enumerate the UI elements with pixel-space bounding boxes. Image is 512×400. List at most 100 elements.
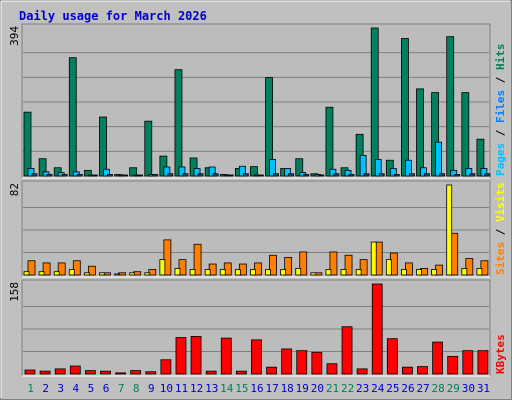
bar-sites-day-20 <box>310 272 317 276</box>
bar-sites-day-14 <box>219 269 226 276</box>
bar-pages-day-26 <box>409 173 415 177</box>
x-tick-label-day-28: 28 <box>432 382 445 395</box>
bar-hits-day-3 <box>53 167 62 177</box>
y-max-label: 394 <box>8 26 21 46</box>
legend-entry: KBytes <box>494 334 507 374</box>
bar-sites-day-31 <box>476 268 483 276</box>
bar-sites-day-13 <box>204 269 211 276</box>
bar-pages-day-31 <box>484 173 491 177</box>
bar-pages-day-18 <box>288 173 295 177</box>
bar-pages-day-27 <box>424 173 430 177</box>
x-tick-label-day-22: 22 <box>341 382 354 395</box>
bar-visits-day-10 <box>163 239 172 276</box>
bar-pages-day-4 <box>76 174 83 177</box>
bar-sites-day-27 <box>416 269 422 276</box>
bar-kbytes-day-10 <box>160 359 172 375</box>
bar-kbytes-day-2 <box>39 370 51 375</box>
legend-entry: Visits <box>494 182 507 222</box>
legend-entry: Hits <box>494 44 507 71</box>
bar-visits-day-21 <box>329 251 338 276</box>
bar-files-day-11 <box>178 166 186 177</box>
x-tick-label-day-4: 4 <box>73 382 80 395</box>
panel-hits-files-pages: 394 Pages / Files / Hits <box>8 23 507 179</box>
bar-kbytes-day-5 <box>84 370 96 375</box>
x-tick-label-day-26: 26 <box>401 382 414 395</box>
bar-kbytes-day-6 <box>100 370 111 375</box>
bar-kbytes-day-27 <box>417 366 428 375</box>
bar-kbytes-day-11 <box>175 337 187 375</box>
bar-files-day-26 <box>405 159 412 177</box>
bar-hits-day-12 <box>189 157 198 177</box>
bar-pages-day-15 <box>242 173 249 177</box>
bar-sites-day-18 <box>280 269 287 276</box>
x-tick-label-day-9: 9 <box>148 382 155 395</box>
bar-kbytes-day-4 <box>69 365 81 375</box>
bar-kbytes-day-21 <box>326 363 338 375</box>
bar-pages-day-24 <box>378 173 385 177</box>
legend-entry: Pages <box>494 143 507 176</box>
bar-files-day-24 <box>374 159 382 177</box>
y-max-label: 158 <box>8 282 21 302</box>
legend-entry: Sites <box>494 242 507 275</box>
bar-files-day-30 <box>465 168 473 177</box>
legend-visits-sites: Sites / Visits <box>494 182 507 275</box>
x-tick-label-day-20: 20 <box>311 382 324 395</box>
x-tick-label-day-13: 13 <box>205 382 218 395</box>
x-tick-label-day-30: 30 <box>462 382 475 395</box>
bar-hits-day-2 <box>38 158 47 177</box>
bar-hits-day-4 <box>68 57 77 177</box>
bar-visits-day-16 <box>254 262 262 276</box>
bar-files-day-1 <box>27 168 35 177</box>
bar-pages-day-13 <box>212 173 219 177</box>
bar-visits-day-12 <box>193 243 202 276</box>
x-tick-label-day-21: 21 <box>326 382 339 395</box>
x-tick-label-day-29: 29 <box>447 382 460 395</box>
bar-pages-day-19 <box>303 174 310 177</box>
bar-pages-day-20 <box>318 174 325 177</box>
bar-sites-day-29 <box>446 184 453 276</box>
x-tick-label-day-12: 12 <box>190 382 203 395</box>
bar-visits-day-11 <box>178 259 187 276</box>
bar-visits-day-5 <box>87 265 96 276</box>
bar-kbytes-day-28 <box>432 341 444 375</box>
bar-files-day-29 <box>450 169 458 177</box>
x-tick-label-day-31: 31 <box>477 382 490 395</box>
bar-sites-day-17 <box>265 269 271 276</box>
bar-visits-day-4 <box>72 260 81 276</box>
x-tick-label-day-6: 6 <box>103 382 110 395</box>
bar-sites-day-28 <box>431 269 438 276</box>
bar-sites-day-23 <box>355 269 362 276</box>
bar-hits-day-9 <box>144 120 153 177</box>
bar-files-day-13 <box>208 166 216 177</box>
bar-files-day-15 <box>238 165 246 177</box>
x-tick-label-day-24: 24 <box>371 382 385 395</box>
bar-kbytes-day-24 <box>371 283 383 375</box>
bar-pages-day-5 <box>91 174 98 177</box>
plot-area <box>21 180 491 278</box>
bar-hits-day-10 <box>159 155 168 177</box>
bar-pages-day-25 <box>393 174 400 177</box>
bar-sites-day-11 <box>174 268 181 276</box>
bar-visits-day-14 <box>223 262 232 276</box>
x-tick-label-day-7: 7 <box>118 382 125 395</box>
bar-hits-day-28 <box>431 92 440 177</box>
bar-kbytes-day-9 <box>145 371 157 375</box>
bar-kbytes-day-25 <box>386 338 398 375</box>
bar-kbytes-day-26 <box>402 366 413 375</box>
bar-hits-day-1 <box>23 111 32 177</box>
bar-visits-day-1 <box>27 260 36 276</box>
bar-sites-day-21 <box>325 269 332 276</box>
bar-visits-day-31 <box>480 260 489 276</box>
bar-kbytes-day-8 <box>130 370 142 375</box>
bar-pages-day-14 <box>227 174 234 177</box>
bar-hits-day-26 <box>401 38 409 177</box>
bar-hits-day-31 <box>476 138 485 177</box>
x-tick-label-day-18: 18 <box>281 382 294 395</box>
legend-entry: / <box>494 123 507 143</box>
bar-pages-day-1 <box>31 173 38 177</box>
bar-kbytes-day-18 <box>281 348 293 375</box>
bar-hits-day-11 <box>174 69 183 177</box>
x-tick-label-day-8: 8 <box>133 382 140 395</box>
bar-sites-day-8 <box>129 272 136 276</box>
bar-sites-day-4 <box>68 269 75 276</box>
